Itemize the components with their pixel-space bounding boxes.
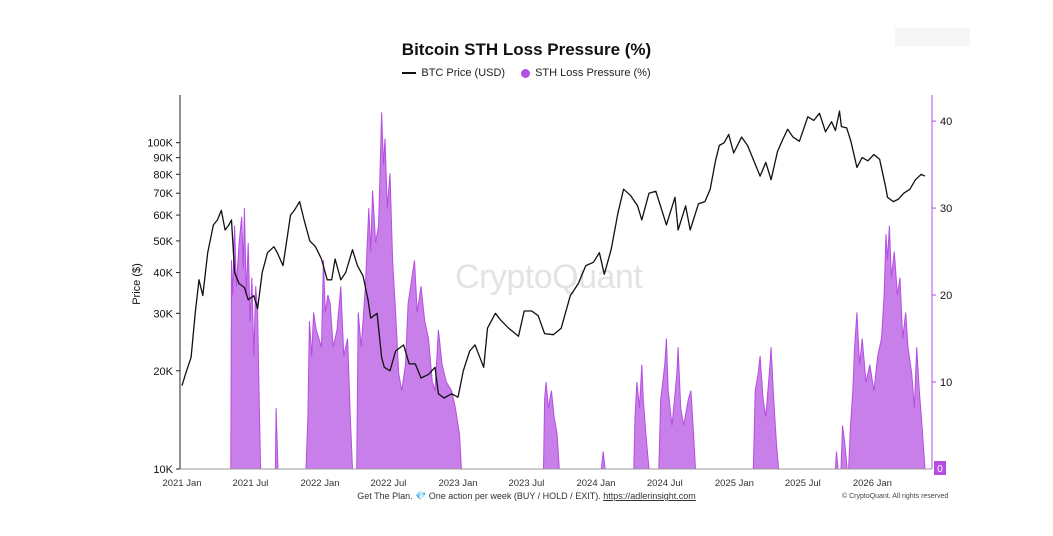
legend-label-price: BTC Price (USD) — [421, 67, 506, 79]
y-tick-label: 60K — [153, 210, 173, 222]
x-tick-label: 2021 Jul — [232, 478, 268, 489]
last-value-badge — [934, 461, 946, 475]
corner-panel — [895, 28, 970, 46]
line-layer — [181, 110, 926, 399]
y-axis-label: Price ($) — [131, 263, 143, 305]
x-tick-label: 2024 Jan — [576, 478, 615, 489]
y2-tick-label: 30 — [940, 203, 952, 215]
y-tick-label: 40K — [153, 268, 173, 280]
legend: BTC Price (USD) STH Loss Pressure (%) — [0, 67, 1053, 79]
x-tick-label: 2023 Jul — [508, 478, 544, 489]
copyright: © CryptoQuant. All rights reserved — [842, 493, 949, 500]
legend-item-loss-pressure[interactable]: STH Loss Pressure (%) — [521, 67, 651, 79]
chart-title: Bitcoin STH Loss Pressure (%) — [401, 40, 652, 59]
y-tick-label: 50K — [153, 236, 173, 248]
watermark: CryptoQuant — [455, 258, 643, 296]
y-tick-label: 80K — [153, 169, 173, 181]
footer-link[interactable]: https://adlerinsight.com — [603, 491, 696, 501]
y-tick-label: 70K — [153, 188, 173, 200]
x-tick-label: 2025 Jan — [715, 478, 754, 489]
footer-text: Get The Plan. 💎 One action per week (BUY… — [357, 491, 601, 501]
x-tick-label: 2022 Jul — [370, 478, 406, 489]
footer: Get The Plan. 💎 One action per week (BUY… — [0, 491, 1053, 502]
x-tick-label: 2024 Jul — [647, 478, 683, 489]
x-tick-label: 2026 Jan — [853, 478, 892, 489]
legend-dot-swatch — [521, 68, 531, 78]
y2-tick-label: 40 — [940, 116, 952, 128]
x-tick-label: 2025 Jul — [785, 478, 821, 489]
btc-price-line — [181, 110, 926, 399]
x-tick-label: 2022 Jan — [300, 478, 339, 489]
legend-line-swatch — [402, 72, 417, 74]
y2-tick-label: 20 — [940, 290, 952, 302]
y-tick-label: 100K — [147, 138, 173, 150]
x-tick-label: 2021 Jan — [162, 478, 201, 489]
y-tick-label: 30K — [153, 308, 173, 320]
area-layer — [182, 112, 926, 470]
x-tick-label: 2023 Jan — [438, 478, 477, 489]
legend-label-loss-pressure: STH Loss Pressure (%) — [535, 67, 651, 79]
last-value-label: 0 — [937, 464, 943, 475]
y-tick-label: 90K — [153, 153, 173, 165]
y-tick-label: 20K — [153, 366, 173, 378]
y-tick-label: 10K — [153, 464, 173, 476]
axes-layer: 10K 20K 30K 40K 50K 60K 70K 80K 90K 100K Price ($)… — [131, 95, 952, 489]
loss-pressure-area — [182, 112, 926, 470]
y2-tick-label: 10 — [940, 377, 952, 389]
legend-item-price[interactable]: BTC Price (USD) — [402, 67, 505, 79]
